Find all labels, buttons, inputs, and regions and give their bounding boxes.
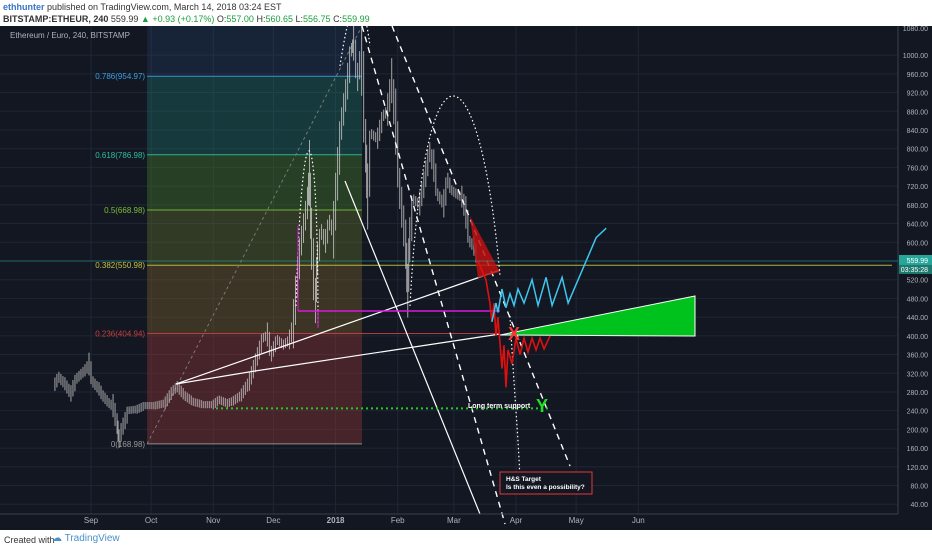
y-tick-label: 400.00 <box>907 334 929 341</box>
low-value: 556.75 <box>303 14 331 24</box>
x-tick-label: Mar <box>447 516 461 525</box>
open-label: O: <box>216 14 227 24</box>
cyan-projection-path <box>491 227 607 322</box>
fib-level-label: 0.786(954.97) <box>95 72 145 81</box>
trendline-support <box>175 269 501 385</box>
y-tick-label: 520.00 <box>907 278 929 285</box>
y-tick-label: 720.00 <box>907 184 929 191</box>
tradingview-logo[interactable]: ☁ TradingView <box>52 533 120 544</box>
y-tick-label: 200.00 <box>907 427 929 434</box>
x-tick-label: Oct <box>145 516 158 525</box>
y-tick-label: 640.00 <box>907 222 929 229</box>
x-tick-label: Nov <box>206 516 220 525</box>
y-tick-label: 240.00 <box>907 409 929 416</box>
fib-level-label: 0.236(404.94) <box>95 330 145 339</box>
x-tick-label: 2018 <box>327 516 345 525</box>
fib-zone <box>147 209 362 266</box>
footer: Created with ☁ TradingView <box>0 530 932 550</box>
publish-line: ethhunter published on TradingView.com, … <box>3 2 282 12</box>
y-tick-label: 800.00 <box>907 147 929 154</box>
long-term-support-label: Long term support <box>468 403 531 410</box>
y-tick-label: 280.00 <box>907 390 929 397</box>
y-tick-label: 600.00 <box>907 240 929 247</box>
y-mark: Y <box>536 396 548 416</box>
symbol-label: BITSTAMP:ETHEUR, 240 <box>3 14 109 24</box>
x-tick-label: Feb <box>391 516 405 525</box>
y-axis-panel <box>898 26 932 530</box>
high-label: H: <box>256 14 266 24</box>
x-tick-label: Apr <box>510 516 523 525</box>
current-price-tag <box>899 254 932 265</box>
open-value: 557.00 <box>226 14 254 24</box>
price-chart[interactable]: Sep Oct Nov Dec 2018 Feb Mar Apr May Jun 0.786(954… <box>0 26 932 530</box>
y-tick-label: 920.00 <box>907 91 929 98</box>
hs-target-box <box>499 471 593 495</box>
fib-level-label: 0.382(550.98) <box>95 261 145 270</box>
x-tick-label: Sep <box>84 516 99 525</box>
x-tick-label: Dec <box>266 516 280 525</box>
y-tick-label: 480.00 <box>907 296 929 303</box>
low-label: L: <box>295 14 304 24</box>
fib-trend-line <box>146 26 363 445</box>
y-tick-label: 360.00 <box>907 353 929 360</box>
publish-info: published on TradingView.com, March 14, … <box>47 2 282 12</box>
y-tick-label: 840.00 <box>907 128 929 135</box>
author-name[interactable]: ethhunter <box>3 2 45 12</box>
fib-zone <box>147 154 362 210</box>
hs-question-label: Is this even a possibility? <box>506 484 585 491</box>
last-price: 559.99 <box>110 14 139 24</box>
high-value: 560.65 <box>265 14 293 24</box>
green-wedge <box>499 295 696 337</box>
y-tick-label: 760.00 <box>907 165 929 172</box>
red-projection-triangle <box>470 216 500 278</box>
y-tick-label: 40.00 <box>910 502 928 509</box>
chart-background <box>0 26 932 530</box>
current-price-value: 559.99 <box>907 258 929 265</box>
x-tick-label: Jun <box>632 516 645 525</box>
y-tick-label: 880.00 <box>907 109 929 116</box>
fib-zone <box>147 26 362 77</box>
trendline-descending <box>344 180 481 515</box>
created-with-label: Created with <box>4 535 55 545</box>
y-tick-label: 680.00 <box>907 203 929 210</box>
chart-title: Ethereum / Euro, 240, BITSTAMP <box>10 31 130 40</box>
y-top-label: 1080.00 <box>903 26 928 33</box>
ohlc-line: BITSTAMP:ETHEUR, 240 559.99 ▲ +0.93 (+0.… <box>3 14 370 24</box>
close-value: 559.99 <box>342 14 370 24</box>
y-tick-label: 120.00 <box>907 465 929 472</box>
dotted-drop-line <box>509 315 521 492</box>
price-change: ▲ +0.93 (+0.17%) <box>140 14 215 24</box>
x-tick-label: May <box>569 516 584 525</box>
x-mark: X <box>508 324 520 344</box>
dotted-arc-left <box>295 150 319 327</box>
fib-level-label: 0(168.98) <box>111 440 146 449</box>
y-tick-label: 320.00 <box>907 371 929 378</box>
tradingview-name: TradingView <box>64 533 120 544</box>
countdown-value: 03:35:28 <box>901 267 928 274</box>
trendline-dashed-outer <box>391 26 571 467</box>
hs-target-label: H&S Target <box>506 476 542 483</box>
close-label: C: <box>333 14 343 24</box>
fib-level-label: 0.5(668.98) <box>104 206 145 215</box>
fib-zone <box>147 76 362 155</box>
y-tick-label: 440.00 <box>907 315 929 322</box>
y-tick-label: 1000.00 <box>903 53 928 60</box>
countdown-tag <box>899 264 932 274</box>
y-tick-label: 160.00 <box>907 446 929 453</box>
trendline-neckline <box>254 333 501 372</box>
trendline-dashed-inner <box>361 26 506 525</box>
y-tick-label: 960.00 <box>907 72 929 79</box>
fib-zone <box>147 265 362 334</box>
fib-level-label: 0.618(786.98) <box>95 151 145 160</box>
trendline-left <box>175 370 256 385</box>
dotted-arc-top <box>339 26 371 67</box>
y-tick-label: 80.00 <box>910 484 928 491</box>
chart-header: ethhunter published on TradingView.com, … <box>0 0 932 26</box>
